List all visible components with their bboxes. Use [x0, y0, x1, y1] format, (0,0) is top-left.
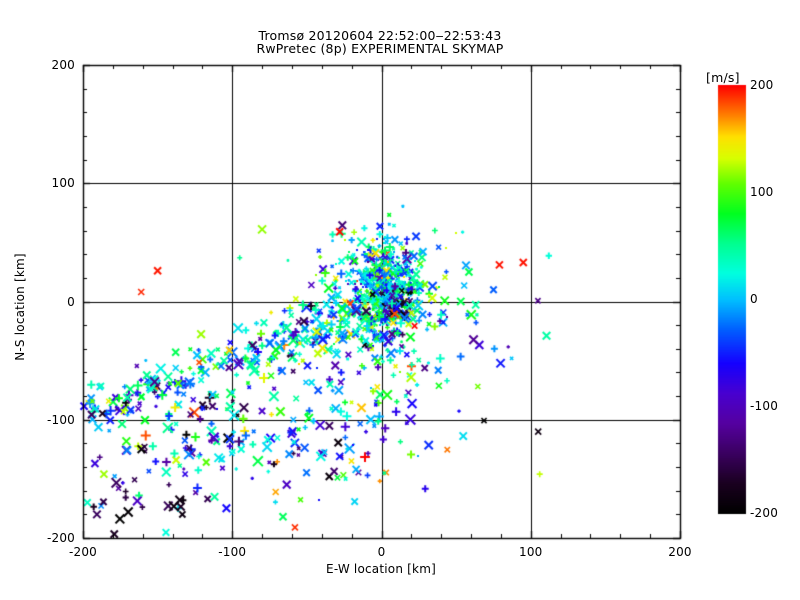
- x-tick-label: -100: [218, 545, 247, 559]
- x-tick-label: 200: [668, 545, 692, 559]
- y-tick-label: 0: [67, 294, 75, 309]
- plot-title-line-1: Tromsø 20120604 22:52:00‒22:53:43: [258, 28, 502, 43]
- y-tick-label: -200: [46, 531, 75, 545]
- colorbar-tick-label: 200: [750, 78, 774, 92]
- colorbar-tick-label: -100: [750, 399, 779, 413]
- y-tick-label: -100: [46, 412, 75, 427]
- x-tick-label: 100: [518, 545, 543, 559]
- x-tick-label: 0: [377, 545, 386, 559]
- colorbar-tick-label: -200: [750, 506, 779, 520]
- colorbar-unit-label: [m/s]: [706, 70, 740, 85]
- colorbar-tick-label: 0: [750, 292, 758, 306]
- x-tick-label: -200: [68, 545, 98, 559]
- colorbar-tick-label: 100: [750, 185, 774, 199]
- y-tick-label: 100: [51, 176, 75, 191]
- x-axis-label: E-W location [km]: [326, 562, 436, 576]
- plot-title-line-2: RwPretec (8p) EXPERIMENTAL SKYMAP: [256, 41, 504, 56]
- y-tick-label: 200: [51, 58, 75, 72]
